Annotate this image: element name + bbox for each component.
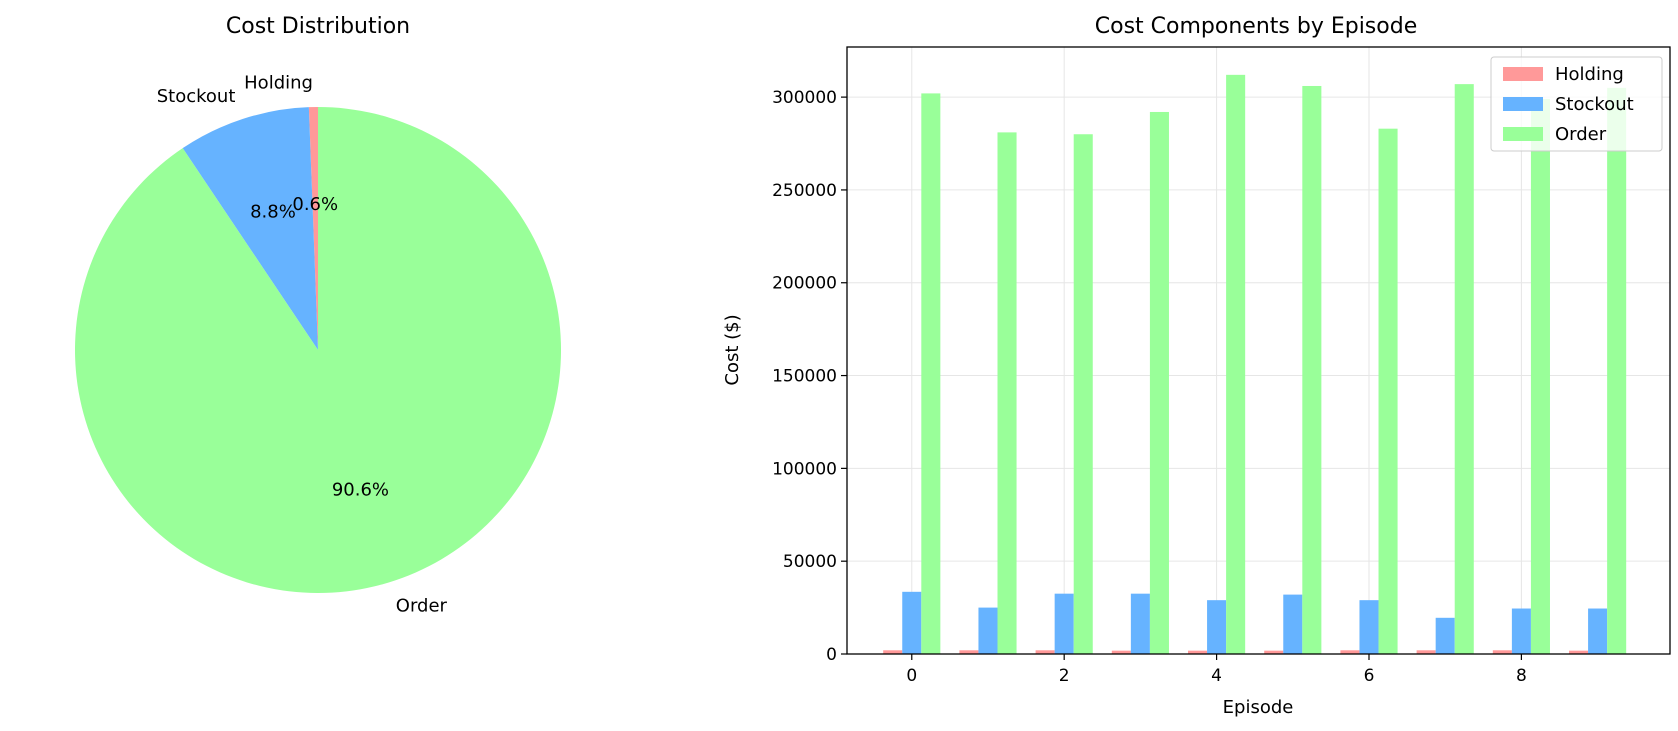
bar-chart-plot-frame xyxy=(846,46,1671,655)
bar-stockout-episode-1 xyxy=(978,607,998,654)
bar-order-episode-3 xyxy=(1149,111,1169,654)
x-tick-label: 4 xyxy=(1211,666,1222,686)
bar-holding-episode-5 xyxy=(1264,650,1284,654)
bar-stockout-episode-2 xyxy=(1054,593,1074,654)
bar-holding-episode-2 xyxy=(1035,650,1055,654)
bar-chart-x-axis-label: Episode xyxy=(1223,697,1294,718)
bar-holding-episode-3 xyxy=(1111,650,1131,654)
pie-chart-title: Cost Distribution xyxy=(226,14,410,39)
pie-slice-pct-holding: 0.6% xyxy=(292,194,338,215)
y-tick-label: 50000 xyxy=(783,552,837,572)
y-tick-label: 300000 xyxy=(772,88,837,108)
bar-order-episode-0 xyxy=(921,93,941,654)
pie-chart: Cost Distribution Holding 0.6% Stockout 8.8… xyxy=(75,14,561,617)
pie-labels: Holding 0.6% Stockout 8.8% Order 90.6% xyxy=(157,73,448,617)
bar-chart-legend: Holding Stockout Order xyxy=(1490,56,1663,152)
legend-swatch-holding xyxy=(1503,67,1543,81)
bar-order-episode-8 xyxy=(1530,98,1550,655)
pie-slices xyxy=(75,107,561,593)
bar-holding-episode-8 xyxy=(1492,650,1512,654)
bar-order-episode-7 xyxy=(1454,84,1474,655)
bar-stockout-episode-9 xyxy=(1588,608,1608,654)
bar-stockout-episode-5 xyxy=(1283,594,1303,654)
bar-holding-episode-6 xyxy=(1340,650,1360,654)
x-tick-label: 0 xyxy=(906,666,917,686)
bar-stockout-episode-7 xyxy=(1435,617,1455,654)
legend-swatch-order xyxy=(1503,127,1543,141)
bar-holding-episode-9 xyxy=(1569,650,1589,654)
x-tick-label: 2 xyxy=(1059,666,1070,686)
y-tick-label: 150000 xyxy=(772,367,837,387)
legend-label-order: Order xyxy=(1555,124,1607,145)
bar-order-episode-5 xyxy=(1302,85,1322,655)
bar-order-episode-6 xyxy=(1378,128,1398,654)
bar-order-episode-4 xyxy=(1226,74,1246,654)
bar-order-episode-2 xyxy=(1073,134,1093,655)
bar-chart-ticks: 0 50000 100000 150000 200000 250000 300000 0 2 4 6… xyxy=(772,88,1527,686)
y-tick-label: 100000 xyxy=(772,459,837,479)
pie-slice-pct-stockout: 8.8% xyxy=(250,201,296,222)
bar-chart-title: Cost Components by Episode xyxy=(1095,14,1417,39)
bar-holding-episode-4 xyxy=(1188,650,1208,654)
legend-swatch-stockout xyxy=(1503,97,1543,111)
bar-holding-episode-0 xyxy=(883,650,903,654)
bar-holding-episode-1 xyxy=(959,650,979,654)
pie-slice-holding xyxy=(308,107,318,350)
bar-order-episode-9 xyxy=(1607,87,1627,655)
bar-chart: Cost Components by Episode 0 50000 100000 1… xyxy=(722,14,1671,718)
bar-chart-y-axis-label: Cost ($) xyxy=(722,314,743,385)
pie-slice-label-stockout: Stockout xyxy=(157,86,236,107)
bar-stockout-episode-4 xyxy=(1207,600,1227,654)
bar-stockout-episode-6 xyxy=(1359,600,1379,654)
y-tick-label: 200000 xyxy=(772,274,837,294)
bar-stockout-episode-8 xyxy=(1511,608,1531,654)
bar-stockout-episode-0 xyxy=(902,591,922,654)
pie-slice-stockout xyxy=(182,107,318,350)
pie-slice-label-order: Order xyxy=(396,596,448,617)
bar-chart-bars xyxy=(883,74,1627,655)
bar-stockout-episode-3 xyxy=(1130,593,1150,654)
bar-order-episode-1 xyxy=(997,132,1017,655)
pie-slice-order xyxy=(75,107,561,593)
legend-label-holding: Holding xyxy=(1555,64,1624,85)
bar-holding-episode-7 xyxy=(1416,650,1436,654)
pie-slice-pct-order: 90.6% xyxy=(332,479,389,500)
legend-label-stockout: Stockout xyxy=(1555,94,1634,115)
y-tick-label: 0 xyxy=(826,645,837,665)
pie-slice-label-holding: Holding xyxy=(244,73,313,94)
x-tick-label: 6 xyxy=(1364,666,1375,686)
y-tick-label: 250000 xyxy=(772,181,837,201)
x-tick-label: 8 xyxy=(1516,666,1527,686)
